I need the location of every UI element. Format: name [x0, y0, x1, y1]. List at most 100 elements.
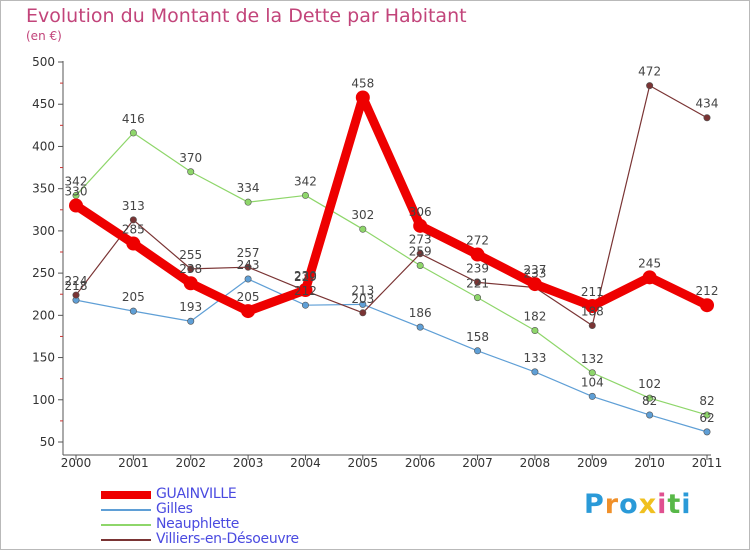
data-point — [187, 168, 195, 176]
legend-swatch — [101, 539, 151, 541]
series-line — [75, 85, 708, 327]
series-line — [71, 92, 712, 316]
data-label: 104 — [581, 375, 604, 389]
x-tick-label: 2008 — [520, 456, 551, 470]
data-label: 188 — [581, 304, 604, 318]
data-label: 205 — [237, 290, 260, 304]
data-label: 186 — [409, 306, 432, 320]
logo-letter: r — [604, 489, 620, 520]
y-tick-label: 100 — [32, 393, 55, 407]
x-tick-label: 2006 — [405, 456, 436, 470]
data-point — [703, 428, 711, 436]
data-label: 239 — [466, 261, 489, 275]
x-tick-label: 2005 — [348, 456, 379, 470]
y-tick-label: 250 — [32, 266, 55, 280]
y-tick-label: 450 — [32, 97, 55, 111]
chart-unit: (en €) — [26, 29, 62, 43]
data-point — [69, 198, 83, 213]
x-tick-label: 2004 — [290, 456, 321, 470]
legend-swatch — [101, 509, 151, 511]
series-line — [75, 278, 708, 433]
data-point — [646, 82, 654, 90]
data-point — [416, 250, 424, 258]
data-point — [646, 394, 654, 402]
data-point — [646, 411, 654, 419]
data-label: 342 — [65, 174, 88, 188]
data-label: 62 — [699, 411, 714, 425]
legend-swatch — [101, 491, 151, 499]
data-point — [355, 90, 370, 105]
data-label: 458 — [351, 76, 374, 90]
data-label: 257 — [237, 246, 260, 260]
y-tick-label: 200 — [32, 308, 55, 322]
data-point — [413, 218, 428, 233]
data-point — [588, 392, 596, 400]
data-point — [416, 262, 424, 270]
logo-letter: i — [681, 489, 692, 520]
data-point — [301, 301, 309, 309]
data-label: 273 — [409, 233, 432, 247]
data-label: 182 — [523, 310, 546, 324]
logo-letter: o — [619, 489, 639, 520]
data-point — [359, 300, 367, 308]
data-label: 302 — [351, 208, 374, 222]
chart-title: Evolution du Montant de la Dette par Hab… — [26, 5, 467, 27]
x-tick-label: 2001 — [118, 456, 149, 470]
data-point — [129, 216, 137, 224]
data-label: 434 — [696, 97, 719, 111]
data-label: 334 — [237, 181, 260, 195]
logo-letter: i — [657, 489, 668, 520]
data-point — [416, 323, 424, 331]
data-label: 306 — [409, 205, 432, 219]
data-point — [527, 277, 542, 292]
data-label: 102 — [638, 377, 661, 391]
data-label: 158 — [466, 330, 489, 344]
y-tick-label: 50 — [40, 435, 55, 449]
data-label: 221 — [466, 277, 489, 291]
data-label: 218 — [65, 279, 88, 293]
legend-label: Neauphlette — [156, 516, 240, 532]
data-point — [474, 347, 482, 355]
data-point — [72, 291, 80, 299]
data-label: 237 — [523, 263, 546, 277]
data-label: 342 — [294, 174, 317, 188]
data-label: 132 — [581, 352, 604, 366]
data-label: 259 — [409, 245, 432, 259]
data-label: 245 — [638, 256, 661, 270]
y-tick-label: 400 — [32, 139, 55, 153]
proxiti-logo: Proxiti — [584, 489, 692, 520]
legend-label: Villiers-en-Désoeuvre — [156, 531, 299, 547]
data-label: 133 — [523, 351, 546, 365]
data-point — [126, 236, 141, 251]
data-label: 224 — [65, 274, 88, 288]
data-label: 243 — [237, 258, 260, 272]
data-label: 203 — [351, 292, 374, 306]
x-tick-label: 2011 — [692, 456, 723, 470]
series-line — [75, 132, 708, 416]
logo-letter: x — [638, 489, 658, 520]
data-label: 313 — [122, 199, 145, 213]
data-point — [531, 368, 539, 376]
data-label: 238 — [179, 262, 202, 276]
data-point — [241, 304, 256, 319]
data-point — [129, 129, 137, 137]
x-tick-label: 2003 — [233, 456, 264, 470]
data-point — [359, 309, 367, 317]
y-tick-label: 150 — [32, 351, 55, 365]
data-point — [588, 321, 596, 329]
data-point — [585, 299, 600, 314]
data-point — [703, 411, 711, 419]
data-label: 233 — [523, 266, 546, 280]
data-label: 229 — [294, 270, 317, 284]
logo-letter: P — [584, 489, 605, 520]
data-label: 416 — [122, 112, 145, 126]
data-label: 193 — [179, 300, 202, 314]
data-point — [470, 247, 485, 262]
logo-letter: t — [667, 489, 682, 520]
data-label: 212 — [696, 284, 719, 298]
legend-label: Gilles — [156, 501, 193, 517]
data-point — [187, 317, 195, 325]
data-label: 370 — [179, 151, 202, 165]
